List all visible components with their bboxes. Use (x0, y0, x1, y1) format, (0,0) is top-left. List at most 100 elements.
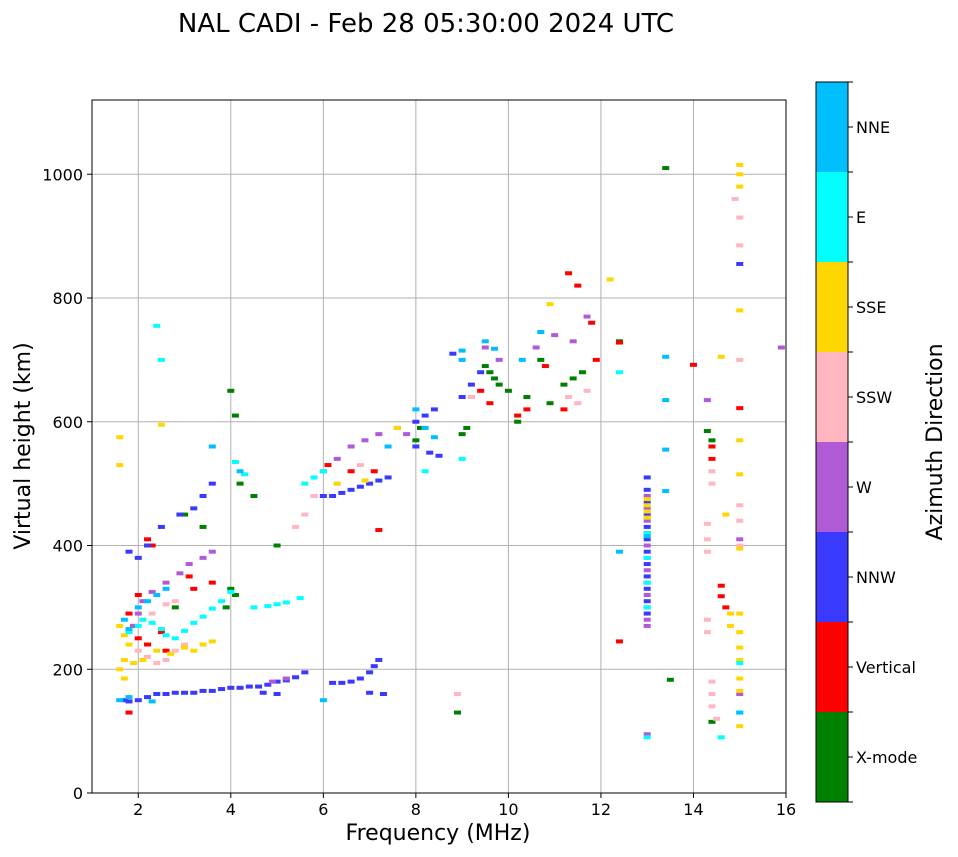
data-point (717, 583, 725, 588)
data-point (208, 639, 216, 644)
y-tick-label: 800 (52, 289, 83, 308)
data-point (199, 688, 207, 693)
data-point (481, 364, 489, 369)
data-point (384, 444, 392, 449)
series-sse (116, 162, 744, 729)
data-point (218, 599, 226, 604)
data-point (120, 633, 128, 638)
data-point (185, 562, 193, 567)
data-point (134, 593, 142, 597)
data-point (643, 735, 651, 740)
data-point (144, 599, 152, 604)
data-point (722, 512, 730, 517)
colorbar-label: SSW (856, 388, 892, 407)
data-point (366, 670, 374, 675)
data-point (227, 685, 235, 690)
data-point (236, 685, 244, 690)
data-point (736, 243, 744, 248)
data-point (736, 172, 744, 177)
data-point (393, 425, 401, 430)
data-point (569, 376, 577, 381)
data-point (139, 657, 147, 662)
data-point (167, 651, 175, 656)
data-point (463, 425, 471, 430)
data-point (338, 680, 346, 685)
x-tick-label: 6 (318, 800, 328, 819)
data-point (375, 478, 383, 483)
colorbar-segment (816, 82, 848, 172)
data-point (190, 620, 198, 625)
y-axis-ticks: 0 200 400 600 800 1000 (42, 165, 92, 803)
data-point (162, 580, 170, 585)
x-axis-label: Frequency (MHz) (346, 821, 531, 846)
data-point (736, 438, 744, 443)
data-point (231, 413, 239, 418)
data-point (144, 642, 152, 647)
data-point (523, 395, 531, 399)
data-point (185, 574, 193, 579)
colorbar-segment (816, 172, 848, 262)
data-point (736, 611, 744, 616)
data-point (356, 463, 364, 468)
data-point (116, 435, 124, 440)
data-point (144, 654, 152, 659)
data-point (125, 642, 133, 647)
colorbar-segment (816, 352, 848, 442)
data-point (708, 438, 716, 443)
data-point (736, 688, 744, 693)
data-point (643, 605, 651, 610)
data-point (703, 537, 711, 542)
data-point (736, 215, 744, 220)
data-point (708, 456, 716, 461)
data-point (148, 699, 156, 704)
data-point (708, 704, 716, 709)
data-point (134, 636, 142, 641)
data-point (662, 489, 670, 494)
data-point (458, 456, 466, 461)
data-point (708, 692, 716, 696)
data-point (259, 690, 267, 695)
data-point (643, 500, 651, 505)
data-point (250, 494, 258, 498)
data-point (384, 475, 392, 480)
data-point (435, 453, 443, 458)
data-point (703, 521, 711, 526)
data-point (157, 627, 165, 632)
plot-frame (91, 99, 787, 794)
data-point (736, 184, 744, 189)
data-point (153, 648, 161, 653)
data-point (208, 481, 216, 486)
data-point (375, 432, 383, 437)
data-point (643, 475, 651, 480)
colorbar-segment (816, 622, 848, 712)
data-point (416, 425, 424, 430)
data-point (310, 475, 318, 480)
data-point (171, 599, 179, 604)
data-point (569, 339, 577, 344)
data-point (190, 690, 198, 695)
data-point (301, 512, 309, 517)
data-point (296, 596, 304, 601)
y-tick-label: 400 (52, 537, 83, 556)
data-point (777, 345, 785, 350)
colorbar-segment (816, 532, 848, 622)
data-point (703, 630, 711, 635)
data-point (537, 357, 545, 362)
data-point (347, 679, 355, 684)
data-point (546, 302, 554, 307)
data-point (491, 346, 499, 351)
data-point (458, 348, 466, 353)
data-point (736, 661, 744, 666)
data-point (578, 370, 586, 375)
data-point (615, 340, 623, 345)
data-point (171, 690, 179, 695)
data-point (199, 524, 207, 529)
data-point (181, 645, 189, 650)
data-point (319, 494, 327, 498)
data-point (120, 617, 128, 622)
data-point (333, 481, 341, 486)
data-point (199, 494, 207, 498)
data-point (412, 407, 420, 412)
data-point (347, 487, 355, 492)
data-point (717, 735, 725, 740)
